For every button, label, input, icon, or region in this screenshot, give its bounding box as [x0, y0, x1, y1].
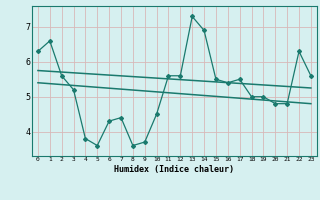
- X-axis label: Humidex (Indice chaleur): Humidex (Indice chaleur): [115, 165, 234, 174]
